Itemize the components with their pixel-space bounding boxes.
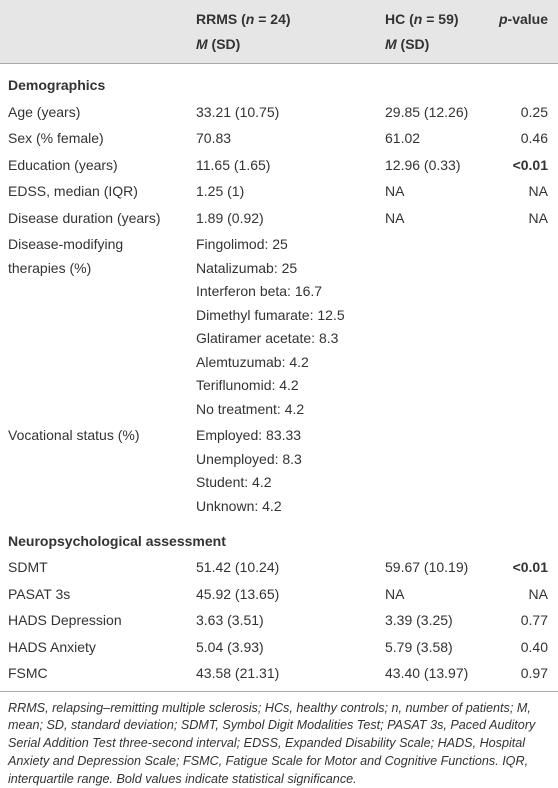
- cell: 11.65 (1.65): [188, 152, 377, 179]
- header-cell: RRMS (n = 24): [188, 0, 377, 32]
- cell: HADS Depression: [0, 608, 188, 635]
- cell: SDMT: [0, 555, 188, 582]
- section-row: Demographics: [0, 64, 558, 100]
- cell: 33.21 (10.75): [188, 99, 377, 126]
- section-title: Neuropsychological assessment: [0, 520, 558, 555]
- cell-line: Student: 4.2: [196, 471, 369, 495]
- table-row: Education (years)11.65 (1.65)12.96 (0.33…: [0, 152, 558, 179]
- cell: 12.96 (0.33): [377, 152, 487, 179]
- cell: 51.42 (10.24): [188, 555, 377, 582]
- cell: 5.04 (3.93): [188, 634, 377, 661]
- cell: NA: [377, 581, 487, 608]
- cell: Vocational status (%): [0, 423, 188, 520]
- cell: 0.46: [487, 126, 558, 153]
- header-cell: p-value: [487, 0, 558, 32]
- cell: 0.97: [487, 661, 558, 691]
- cell: 61.02: [377, 126, 487, 153]
- cell: 5.79 (3.58): [377, 634, 487, 661]
- cell: 1.25 (1): [188, 179, 377, 206]
- cell-line: Natalizumab: 25: [196, 257, 369, 281]
- cell-line: Interferon beta: 16.7: [196, 280, 369, 304]
- cell: 1.89 (0.92): [188, 205, 377, 232]
- cell-line: Employed: 83.33: [196, 424, 369, 448]
- cell: FSMC: [0, 661, 188, 691]
- cell-line: Fingolimod: 25: [196, 233, 369, 257]
- cell: Disease duration (years): [0, 205, 188, 232]
- cell: 0.77: [487, 608, 558, 635]
- data-table: RRMS (n = 24) HC (n = 59) p-value M (SD)…: [0, 0, 558, 691]
- cell-line: Glatiramer acetate: 8.3: [196, 327, 369, 351]
- cell: 45.92 (13.65): [188, 581, 377, 608]
- cell: <0.01: [487, 555, 558, 582]
- cell: 43.40 (13.97): [377, 661, 487, 691]
- header-cell: M (SD): [188, 32, 377, 64]
- cell: 70.83: [188, 126, 377, 153]
- cell: NA: [487, 581, 558, 608]
- cell: 3.63 (3.51): [188, 608, 377, 635]
- header-cell: HC (n = 59): [377, 0, 487, 32]
- cell-line: Unemployed: 8.3: [196, 448, 369, 472]
- cell: Education (years): [0, 152, 188, 179]
- cell: NA: [487, 179, 558, 206]
- table-header: RRMS (n = 24) HC (n = 59) p-value M (SD)…: [0, 0, 558, 64]
- cell: 0.40: [487, 634, 558, 661]
- cell: NA: [487, 205, 558, 232]
- cell-line: Dimethyl fumarate: 12.5: [196, 304, 369, 328]
- cell-line: Unknown: 4.2: [196, 495, 369, 519]
- header-cell: M (SD): [377, 32, 487, 64]
- cell: PASAT 3s: [0, 581, 188, 608]
- cell: 59.67 (10.19): [377, 555, 487, 582]
- cell: Disease-modifying therapies (%): [0, 232, 188, 423]
- cell-line: Teriflunomid: 4.2: [196, 374, 369, 398]
- cell: NA: [377, 179, 487, 206]
- cell-line: No treatment: 4.2: [196, 398, 369, 422]
- cell: HADS Anxiety: [0, 634, 188, 661]
- cell: <0.01: [487, 152, 558, 179]
- cell: 3.39 (3.25): [377, 608, 487, 635]
- table-row: Disease-modifying therapies (%)Fingolimo…: [0, 232, 558, 423]
- cell: 29.85 (12.26): [377, 99, 487, 126]
- section-title: Demographics: [0, 64, 558, 100]
- cell: Age (years): [0, 99, 188, 126]
- cell: 43.58 (21.31): [188, 661, 377, 691]
- section-row: Neuropsychological assessment: [0, 520, 558, 555]
- footnote: RRMS, relapsing–remitting multiple scler…: [0, 692, 558, 788]
- cell-line: Alemtuzumab: 4.2: [196, 351, 369, 375]
- cell: Sex (% female): [0, 126, 188, 153]
- cell: 0.25: [487, 99, 558, 126]
- cell: EDSS, median (IQR): [0, 179, 188, 206]
- table-row: Age (years)33.21 (10.75)29.85 (12.26)0.2…: [0, 99, 558, 126]
- cell: NA: [377, 205, 487, 232]
